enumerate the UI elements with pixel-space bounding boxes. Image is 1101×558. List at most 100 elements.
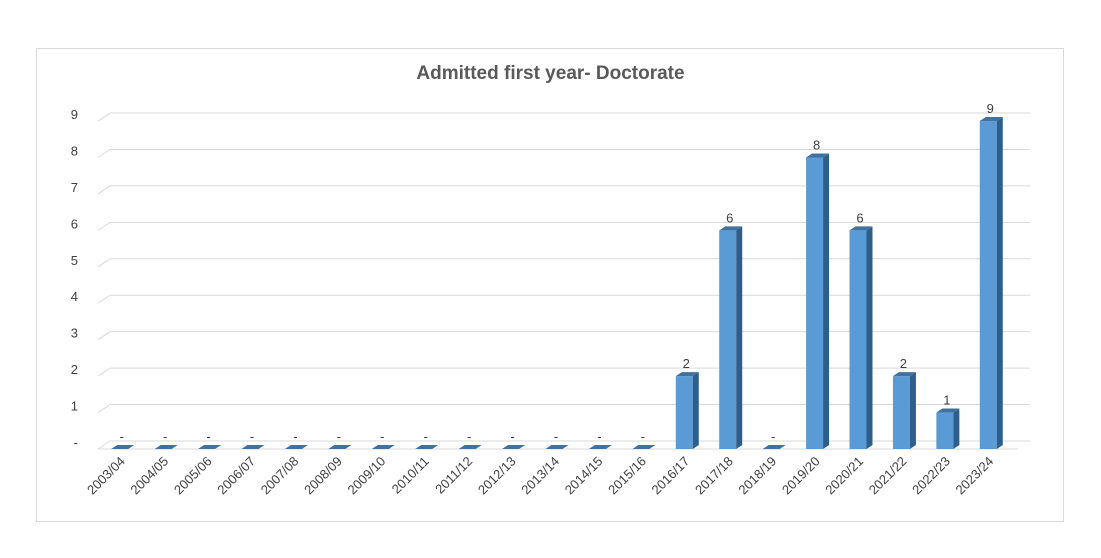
bar-top xyxy=(675,372,699,377)
bar-2016/17 xyxy=(675,372,699,449)
data-label: - xyxy=(424,429,428,444)
y-tick-label: 1 xyxy=(71,399,78,414)
bar-top xyxy=(154,445,178,449)
bar-top xyxy=(284,445,308,449)
x-tick-label: 2013/14 xyxy=(518,454,562,498)
bar-2011/12 xyxy=(458,445,482,449)
bar-2021/22 xyxy=(892,372,916,449)
x-tick-label: 2015/16 xyxy=(605,454,649,498)
x-tick-label: 2004/05 xyxy=(127,454,171,498)
y-tick-label: 5 xyxy=(71,253,78,268)
bar-top xyxy=(111,445,135,449)
bar-front xyxy=(849,230,867,449)
bar-top xyxy=(892,372,916,377)
x-tick-label: 2018/19 xyxy=(735,454,779,498)
x-tick-label: 2019/20 xyxy=(779,454,823,498)
bar-2005/06 xyxy=(198,445,222,449)
bar-top xyxy=(979,117,1003,122)
y-tick-label: 7 xyxy=(71,180,78,195)
bar-2013/14 xyxy=(545,445,569,449)
data-label: - xyxy=(293,429,297,444)
bar-2023/24 xyxy=(979,117,1003,449)
y-tick-label: 9 xyxy=(71,107,78,122)
data-label: - xyxy=(206,429,210,444)
y-tick-label: 4 xyxy=(71,289,78,304)
bar-2004/05 xyxy=(154,445,178,449)
bar-front xyxy=(979,121,997,449)
bar-front xyxy=(806,157,824,450)
bar-top xyxy=(502,445,526,449)
data-label: - xyxy=(467,429,471,444)
bar-front xyxy=(675,376,693,449)
gridline-depth xyxy=(97,221,111,231)
gridline-depth xyxy=(97,331,111,341)
gridline-depth xyxy=(97,185,111,195)
bar-top xyxy=(806,153,830,158)
bar-2022/23 xyxy=(936,408,960,449)
bar-2008/09 xyxy=(328,445,352,449)
data-label: - xyxy=(510,429,514,444)
y-tick-label: 6 xyxy=(71,216,78,231)
data-label: - xyxy=(337,429,341,444)
bar-top xyxy=(849,226,873,231)
bar-top xyxy=(458,445,482,449)
bar-side xyxy=(996,117,1003,449)
x-tick-label: 2009/10 xyxy=(345,454,389,498)
gridline-depth xyxy=(97,258,111,268)
data-label: - xyxy=(380,429,384,444)
data-label: 6 xyxy=(726,210,733,225)
x-tick-label: 2006/07 xyxy=(214,454,258,498)
bar-top xyxy=(632,445,656,449)
bar-side xyxy=(692,372,699,449)
gridline-depth xyxy=(97,149,111,158)
data-label: - xyxy=(597,429,601,444)
bar-2018/19 xyxy=(762,445,786,449)
gridline-depth xyxy=(97,440,111,450)
bar-top xyxy=(241,445,265,449)
x-tick-label: 2005/06 xyxy=(171,454,215,498)
data-label: - xyxy=(163,429,167,444)
x-tick-label: 2017/18 xyxy=(692,454,736,498)
bar-side xyxy=(866,226,873,449)
chart-frame xyxy=(36,48,1064,522)
y-tick-label: 8 xyxy=(71,143,78,158)
bar-side xyxy=(909,372,916,449)
bar-top xyxy=(198,445,222,449)
x-tick-label: 2003/04 xyxy=(84,454,128,498)
bar-2019/20 xyxy=(806,153,830,450)
data-label: - xyxy=(771,429,775,444)
data-label: 8 xyxy=(813,137,820,152)
bar-2014/15 xyxy=(588,445,612,449)
x-tick-label: 2012/13 xyxy=(475,454,519,498)
bar-side xyxy=(953,408,960,449)
gridline-depth xyxy=(97,112,111,122)
data-label: - xyxy=(120,429,124,444)
data-label: 2 xyxy=(683,356,690,371)
data-label: 1 xyxy=(943,393,950,408)
gridline-depth xyxy=(97,294,111,304)
x-tick-label: 2014/15 xyxy=(562,454,606,498)
x-tick-label: 2021/22 xyxy=(866,454,910,498)
data-label: 6 xyxy=(856,210,863,225)
y-tick-label: 3 xyxy=(71,326,78,341)
x-tick-label: 2016/17 xyxy=(649,454,693,498)
x-tick-label: 2011/12 xyxy=(432,454,475,497)
bar-2017/18 xyxy=(719,226,743,449)
data-label: 9 xyxy=(987,101,994,116)
x-tick-label: 2008/09 xyxy=(301,454,345,498)
bar-2006/07 xyxy=(241,445,265,449)
bar-top xyxy=(762,445,786,449)
bar-top xyxy=(328,445,352,449)
bar-2009/10 xyxy=(371,445,395,449)
data-label: - xyxy=(641,429,645,444)
gridline-depth xyxy=(97,404,111,413)
bar-side xyxy=(823,153,830,450)
bar-top xyxy=(545,445,569,449)
x-tick-label: 2022/23 xyxy=(909,454,953,498)
bar-2003/04 xyxy=(111,445,135,449)
bar-2007/08 xyxy=(284,445,308,449)
chart-title: Admitted first year- Doctorate xyxy=(416,63,685,84)
bar-side xyxy=(736,226,743,449)
bar-top xyxy=(588,445,612,449)
